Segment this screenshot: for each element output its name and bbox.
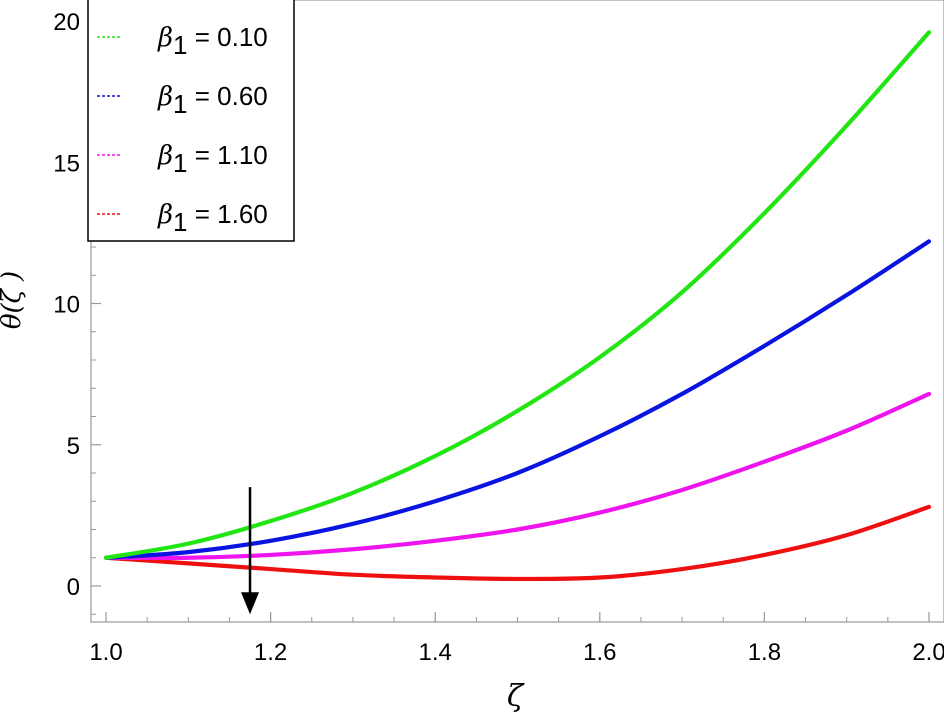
y-tick-label: 0	[67, 574, 80, 601]
legend-label: β1 = 1.10	[157, 140, 268, 178]
x-tick-label: 1.2	[254, 639, 287, 666]
y-tick-label: 20	[53, 9, 80, 36]
x-tick-label: 1.0	[89, 639, 122, 666]
series-line	[103, 504, 932, 582]
y-tick-label: 10	[53, 292, 80, 319]
series-line	[103, 239, 932, 560]
x-tick-label: 1.6	[583, 639, 616, 666]
x-axis-label: ζ	[507, 679, 525, 714]
legend-label: β1 = 0.10	[157, 22, 268, 60]
series-line	[103, 391, 932, 561]
arrow-head	[241, 592, 260, 615]
y-tick-label: 5	[67, 433, 80, 460]
x-tick-label: 2.0	[912, 639, 944, 666]
legend-label: β1 = 0.60	[157, 81, 268, 119]
legend-label: β1 = 1.60	[157, 199, 268, 237]
series-line	[103, 30, 932, 560]
legend-box	[87, 0, 295, 242]
series-lines	[103, 30, 932, 582]
y-axis-label: θ(ζ )	[0, 271, 27, 329]
annotation-arrow	[241, 487, 260, 615]
x-tick-label: 1.4	[419, 639, 452, 666]
x-axis-ticks: 1.0 1.2 1.4 1.6 1.8 2.0	[89, 612, 944, 666]
x-tick-label: 1.8	[748, 639, 781, 666]
y-tick-label: 15	[53, 150, 80, 177]
legend: β1 = 0.10 β1 = 0.60 β1 = 1.10 β1 = 1.60	[87, 0, 295, 242]
